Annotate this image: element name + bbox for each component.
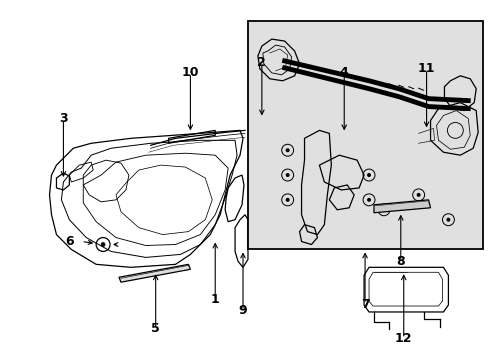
Circle shape [101, 243, 105, 247]
Text: 8: 8 [396, 255, 404, 268]
Circle shape [285, 198, 289, 202]
Text: 6: 6 [65, 235, 74, 248]
Text: 10: 10 [182, 66, 199, 79]
Text: 4: 4 [339, 66, 348, 79]
Polygon shape [119, 264, 190, 282]
Text: 5: 5 [151, 322, 160, 336]
Text: 9: 9 [238, 305, 247, 318]
Circle shape [366, 173, 370, 177]
Bar [247, 21, 482, 249]
Text: 7: 7 [360, 297, 368, 311]
Circle shape [285, 148, 289, 152]
Circle shape [285, 173, 289, 177]
Text: 12: 12 [394, 332, 412, 345]
Circle shape [416, 193, 420, 197]
Text: 11: 11 [417, 62, 434, 75]
Text: 2: 2 [257, 57, 265, 69]
Circle shape [446, 218, 449, 222]
Circle shape [366, 198, 370, 202]
Polygon shape [373, 200, 429, 213]
Text: 3: 3 [59, 112, 67, 125]
Circle shape [381, 208, 385, 212]
Text: 1: 1 [210, 293, 219, 306]
